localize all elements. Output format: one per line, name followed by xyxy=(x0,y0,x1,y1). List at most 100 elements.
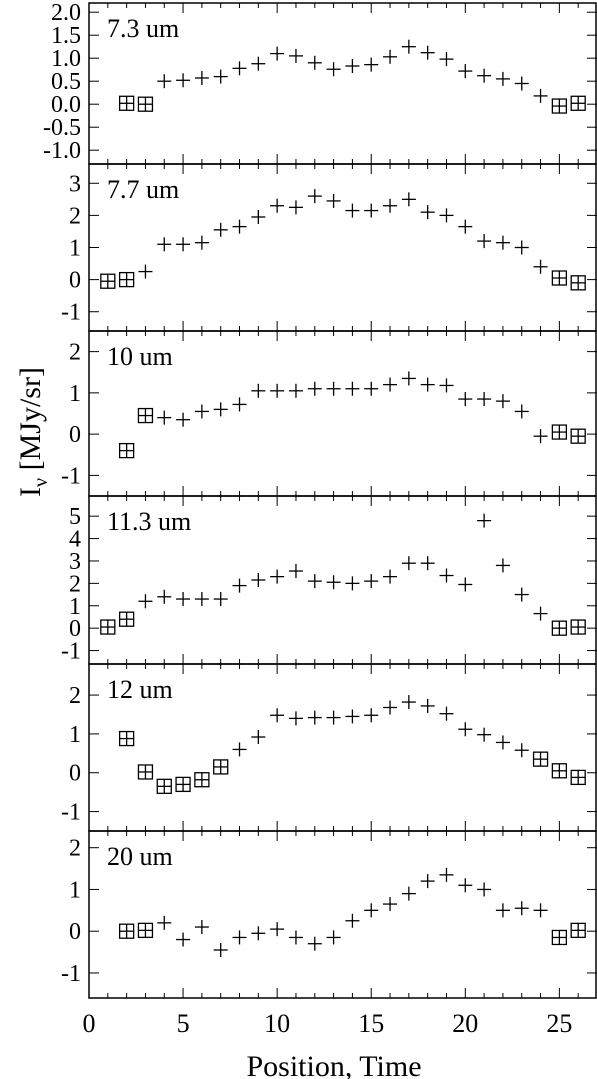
data-point-plus xyxy=(213,942,228,957)
data-point-plus xyxy=(194,920,209,935)
data-point-boxed xyxy=(532,751,549,767)
data-point-boxed xyxy=(570,619,586,635)
data-point-plus xyxy=(251,56,266,71)
data-point-plus xyxy=(157,915,172,930)
data-point-plus xyxy=(251,383,266,398)
y-tick-label: 2 xyxy=(69,836,81,862)
data-point-boxed xyxy=(118,95,135,111)
data-point-plus xyxy=(439,52,454,67)
panel-frame xyxy=(88,830,597,999)
chart-panel: -1 0 1 2 12 um xyxy=(61,663,597,832)
data-point-boxed xyxy=(100,273,116,289)
data-point-plus xyxy=(401,556,416,571)
data-point-plus xyxy=(383,569,398,584)
data-point-plus xyxy=(383,377,398,392)
data-point-plus xyxy=(420,205,435,220)
data-point-plus xyxy=(326,62,341,77)
data-point-plus xyxy=(288,564,303,579)
y-tick-label: 5 xyxy=(69,504,81,530)
data-point-plus xyxy=(420,556,435,571)
y-tick-label: -0.5 xyxy=(43,115,81,141)
data-point-plus xyxy=(232,219,247,234)
y-tick-label: 1 xyxy=(69,722,81,748)
y-tick-label: 2 xyxy=(69,203,81,229)
data-point-plus xyxy=(364,381,379,396)
x-tick-label: 10 xyxy=(264,1009,290,1038)
y-axis-title: Iν [MJy/sr] xyxy=(14,367,52,497)
y-tick-label: 0 xyxy=(69,268,81,294)
y-tick-label: -1 xyxy=(61,800,81,826)
data-point-plus xyxy=(495,735,510,750)
data-point-plus xyxy=(157,589,172,604)
y-tick-label: 1 xyxy=(69,381,81,407)
data-point-plus xyxy=(251,573,266,587)
data-point-boxed xyxy=(137,407,154,424)
data-point-plus xyxy=(307,574,322,589)
y-tick-label: 0 xyxy=(69,422,81,448)
y-tick-label: 4 xyxy=(69,527,81,553)
data-point-boxed xyxy=(551,763,568,779)
panel-label: 11.3 um xyxy=(107,507,191,536)
y-tick-label: 0 xyxy=(69,616,81,642)
data-point-boxed xyxy=(551,270,568,286)
data-point-plus xyxy=(307,189,322,204)
data-point-plus xyxy=(383,198,398,213)
y-tick-label: 2.0 xyxy=(51,0,81,26)
data-point-plus xyxy=(383,897,398,912)
data-point-boxed xyxy=(118,271,135,288)
data-point-plus xyxy=(439,568,454,583)
data-point-plus xyxy=(477,513,492,528)
data-point-plus xyxy=(307,55,322,70)
data-point-plus xyxy=(270,383,285,398)
data-point-plus xyxy=(345,59,360,74)
data-point-plus xyxy=(477,68,492,83)
data-point-boxed xyxy=(551,620,568,636)
data-point-plus xyxy=(232,61,247,76)
data-point-plus xyxy=(213,592,228,607)
data-point-boxed xyxy=(570,95,586,111)
svg-text:Iν [MJy/sr]: Iν [MJy/sr] xyxy=(14,367,52,497)
data-point-plus xyxy=(138,264,153,279)
data-point-plus xyxy=(232,578,247,593)
y-tick-label: -1 xyxy=(61,639,81,665)
data-point-plus xyxy=(345,381,360,396)
data-point-plus xyxy=(288,930,303,945)
chart-panel: -1.0-0.50.00.51.01.52.0 7.3 um xyxy=(43,0,597,165)
data-point-plus xyxy=(232,930,247,945)
y-tick-label: 1.5 xyxy=(51,23,81,49)
data-point-plus xyxy=(477,727,492,742)
y-tick-label: 2 xyxy=(69,683,81,709)
data-point-plus xyxy=(533,903,548,918)
data-point-plus xyxy=(288,711,303,726)
data-point-boxed xyxy=(137,922,154,939)
data-point-plus xyxy=(439,867,454,882)
data-point-plus xyxy=(345,203,360,218)
data-point-plus xyxy=(157,410,172,425)
data-point-boxed xyxy=(551,424,568,440)
y-tick-label: 1 xyxy=(69,594,81,620)
data-point-plus xyxy=(345,913,360,928)
data-point-plus xyxy=(270,569,285,584)
data-point-boxed xyxy=(175,776,191,793)
data-point-plus xyxy=(345,576,360,591)
data-point-boxed xyxy=(118,611,135,627)
data-point-plus xyxy=(401,39,416,54)
chart-panel: -1 0 1 2 10 um xyxy=(61,330,597,497)
data-point-plus xyxy=(251,209,266,224)
data-point-plus xyxy=(138,594,153,609)
data-point-plus xyxy=(194,404,209,419)
panel-label: 7.7 um xyxy=(107,175,179,204)
data-point-plus xyxy=(176,592,191,607)
data-point-boxed xyxy=(570,922,586,939)
data-point-plus xyxy=(364,574,379,589)
data-point-plus xyxy=(213,222,228,237)
data-point-plus xyxy=(251,730,266,745)
data-point-plus xyxy=(194,235,209,250)
data-point-plus xyxy=(533,88,548,103)
data-point-plus xyxy=(401,695,416,710)
chart-panel: -1 0 1 2 3 7.7 um xyxy=(61,163,597,332)
data-point-plus xyxy=(458,392,473,407)
y-tick-label: 0 xyxy=(69,761,81,787)
y-axis-title-main: I xyxy=(14,487,47,497)
